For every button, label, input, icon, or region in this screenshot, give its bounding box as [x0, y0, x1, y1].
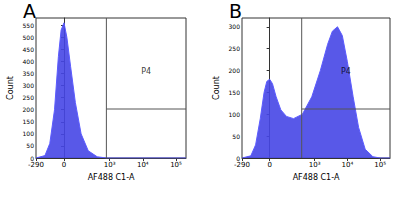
svg-text:10³: 10³ — [309, 161, 321, 169]
svg-text:550: 550 — [23, 22, 35, 29]
svg-text:50: 50 — [26, 142, 34, 149]
svg-text:0: 0 — [62, 161, 66, 169]
svg-text:A: A — [23, 0, 36, 22]
svg-text:0: 0 — [267, 161, 271, 169]
svg-text:-290: -290 — [234, 161, 250, 169]
svg-text:P4: P4 — [341, 67, 351, 76]
svg-text:200: 200 — [229, 67, 241, 74]
svg-text:0: 0 — [30, 154, 34, 162]
svg-text:400: 400 — [23, 58, 35, 65]
svg-text:250: 250 — [23, 94, 35, 101]
svg-text:Count: Count — [6, 76, 15, 100]
svg-text:AF488 C1-A: AF488 C1-A — [293, 173, 340, 182]
svg-text:-290: -290 — [28, 161, 44, 169]
svg-text:10⁵: 10⁵ — [374, 161, 386, 169]
svg-text:150: 150 — [229, 89, 241, 96]
svg-text:B: B — [229, 0, 242, 22]
svg-text:300: 300 — [229, 23, 241, 30]
svg-text:350: 350 — [23, 70, 35, 77]
svg-text:P4: P4 — [141, 67, 151, 76]
svg-text:10⁴: 10⁴ — [342, 161, 354, 169]
svg-text:500: 500 — [23, 34, 35, 41]
svg-text:200: 200 — [23, 106, 35, 113]
svg-text:250: 250 — [229, 45, 241, 52]
svg-text:10⁴: 10⁴ — [137, 161, 149, 169]
svg-text:50: 50 — [232, 133, 240, 140]
svg-text:AF488 C1-A: AF488 C1-A — [88, 173, 135, 182]
svg-text:Count: Count — [212, 76, 221, 100]
svg-text:100: 100 — [23, 130, 35, 137]
svg-text:0: 0 — [236, 154, 240, 162]
svg-text:10³: 10³ — [104, 161, 116, 169]
svg-text:450: 450 — [23, 46, 35, 53]
svg-text:10⁵: 10⁵ — [170, 161, 182, 169]
svg-text:300: 300 — [23, 82, 35, 89]
svg-text:100: 100 — [229, 111, 241, 118]
svg-text:150: 150 — [23, 118, 35, 125]
